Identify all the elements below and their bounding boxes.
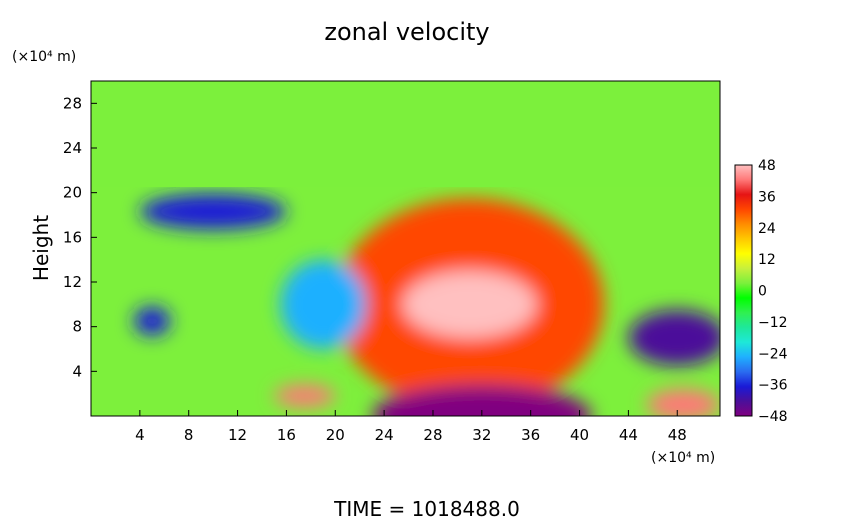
y-tick-label: 8 <box>72 318 82 336</box>
x-tick-label: 36 <box>521 426 540 444</box>
colorbar-scale <box>734 164 753 417</box>
plot-frame <box>90 80 721 417</box>
colorbar-tick-label: −48 <box>758 409 788 425</box>
upper-layer-field <box>91 81 720 188</box>
region-4 <box>139 193 287 230</box>
x-tick-label: 4 <box>135 426 145 444</box>
y-axis-label: Height <box>29 215 53 281</box>
x-tick-label: 16 <box>277 426 296 444</box>
y-unit-label: (×10⁴ m) <box>12 49 76 65</box>
colorbar-tick-label: 0 <box>758 284 767 300</box>
y-tick-label: 20 <box>63 184 82 202</box>
colorbar-tick-label: −24 <box>758 346 788 362</box>
x-tick-label: 20 <box>326 426 345 444</box>
x-tick-label: 44 <box>619 426 638 444</box>
y-tick-label: 16 <box>63 228 82 246</box>
x-tick-label: 48 <box>668 426 687 444</box>
colorbar-tick-label: 24 <box>758 221 776 237</box>
x-tick-label: 32 <box>472 426 491 444</box>
region-6 <box>628 309 720 366</box>
time-label: TIME = 1018488.0 <box>333 497 520 519</box>
y-tick-label: 24 <box>63 139 82 157</box>
chart-title: zonal velocity <box>324 18 489 46</box>
plot-area <box>91 81 720 416</box>
x-axis: 4 8 12 16 20 24 28 32 36 40 44 48 <box>135 410 687 444</box>
region-0 <box>91 81 720 188</box>
colorbar-tick-label: 36 <box>758 189 776 205</box>
velocity-field <box>133 193 720 416</box>
region-1 <box>402 270 537 338</box>
region-5 <box>280 259 366 350</box>
colorbar: 48 36 24 12 0 −12 −24 −36 −48 <box>734 158 788 425</box>
region-7 <box>133 306 171 336</box>
x-tick-label: 28 <box>423 426 442 444</box>
colorbar-tick-label: −36 <box>758 378 788 394</box>
colorbar-tick-label: 12 <box>758 252 776 268</box>
x-tick-label: 8 <box>184 426 194 444</box>
y-tick-label: 12 <box>63 273 82 291</box>
x-unit-label: (×10⁴ m) <box>651 450 715 466</box>
colorbar-ticks: 48 36 24 12 0 −12 −24 −36 −48 <box>758 158 788 425</box>
x-tick-label: 12 <box>228 426 247 444</box>
colorbar-tick-label: −12 <box>758 315 788 331</box>
x-tick-label: 40 <box>570 426 589 444</box>
region-3 <box>371 384 592 416</box>
y-axis: 4 8 12 16 20 24 28 <box>63 94 97 380</box>
y-tick-label: 4 <box>72 362 82 380</box>
x-tick-label: 24 <box>375 426 394 444</box>
colorbar-tick-label: 48 <box>758 158 776 174</box>
y-tick-label: 28 <box>63 94 82 112</box>
region-8 <box>274 384 336 408</box>
region-9 <box>646 389 720 416</box>
